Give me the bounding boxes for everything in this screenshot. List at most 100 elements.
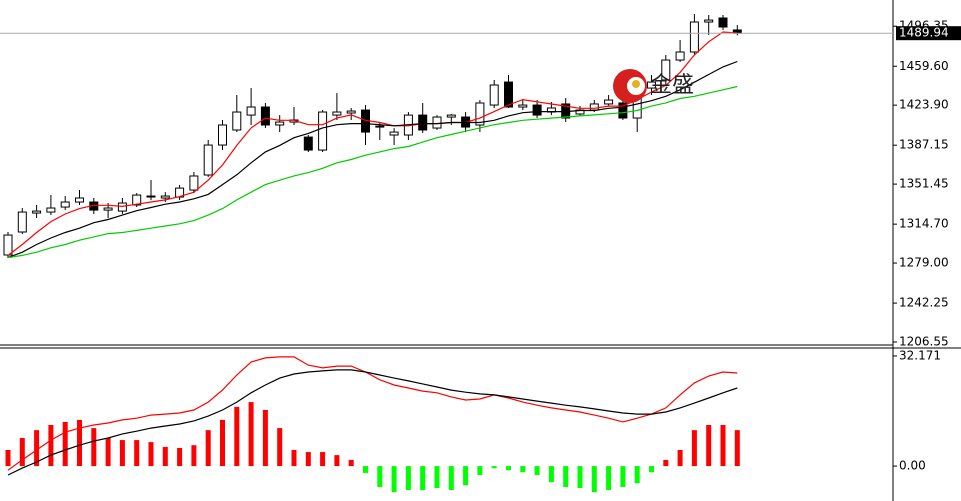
macd-bar xyxy=(548,466,554,483)
macd-bar xyxy=(591,466,597,493)
indicator-line xyxy=(7,369,738,476)
candle-body xyxy=(647,81,656,89)
macd-bar xyxy=(205,430,211,467)
macd-bar xyxy=(105,438,111,467)
candle-body xyxy=(46,207,56,213)
candle-body xyxy=(718,17,728,28)
y-tick-label: 1314.70 xyxy=(899,217,949,231)
candle-body xyxy=(146,195,156,198)
watermark: 金盛 xyxy=(650,73,694,98)
macd-bar xyxy=(463,466,469,486)
candle-body xyxy=(318,111,328,151)
candle-body xyxy=(232,111,242,131)
y-tick-label: 32.171 xyxy=(899,348,941,362)
candle-body xyxy=(160,195,170,199)
y-tick-label: 1387.15 xyxy=(899,138,949,152)
y-tick-label: 1242.25 xyxy=(899,296,949,310)
candle-body xyxy=(203,144,213,176)
macd-bar xyxy=(534,466,540,475)
macd-bar xyxy=(248,402,254,467)
macd-bar xyxy=(649,466,654,473)
macd-bar xyxy=(434,466,440,488)
candle-body xyxy=(661,59,671,81)
macd-bar xyxy=(734,430,740,467)
macd-bar xyxy=(5,450,11,467)
macd-bar xyxy=(48,425,54,467)
candle-body xyxy=(618,102,628,119)
macd-bar xyxy=(720,425,726,467)
macd-bar xyxy=(191,445,197,467)
macd-bar xyxy=(334,455,340,467)
candle-body xyxy=(132,194,142,206)
macd-bar xyxy=(377,466,383,487)
candle-body xyxy=(75,197,84,203)
macd-bar xyxy=(691,430,697,467)
macd-bar xyxy=(420,466,426,491)
macd-bar xyxy=(320,452,326,467)
indicator-line xyxy=(7,85,738,259)
candle-body xyxy=(246,106,256,116)
macd-bar xyxy=(234,406,240,467)
macd-bar xyxy=(291,450,297,467)
macd-bar xyxy=(677,450,683,467)
macd-bar xyxy=(262,409,268,467)
candle-body xyxy=(418,114,428,131)
candle-body xyxy=(189,175,199,191)
y-tick-label: 1423.90 xyxy=(899,98,949,112)
candle-body xyxy=(532,104,542,116)
macd-bar xyxy=(448,466,454,491)
macd-bar xyxy=(134,440,140,467)
candle-body xyxy=(446,114,456,118)
candle-body xyxy=(103,207,113,211)
macd-bar xyxy=(19,438,25,467)
macd-bar xyxy=(634,466,640,484)
candle-body xyxy=(689,21,699,53)
macd-bar xyxy=(506,466,511,471)
macd-bar xyxy=(706,425,712,467)
candle-body xyxy=(589,103,599,111)
macd-bar xyxy=(477,466,483,475)
macd-bar xyxy=(606,466,612,491)
macd-bar xyxy=(348,459,354,467)
macd-bar xyxy=(119,440,125,467)
candle-body xyxy=(332,111,342,116)
macd-bar xyxy=(305,452,311,467)
macd-bar xyxy=(148,442,154,467)
macd-bar xyxy=(663,459,669,467)
candle-body xyxy=(675,51,685,61)
macd-bar xyxy=(520,466,526,473)
macd-bar xyxy=(391,466,397,493)
candle-body xyxy=(218,124,227,146)
last-price-label: 1489.94 xyxy=(899,26,949,40)
macd-bar xyxy=(177,447,183,467)
macd-bar xyxy=(277,428,283,467)
macd-bar xyxy=(405,466,411,491)
watermark-logo-dot xyxy=(632,80,640,88)
candle-body xyxy=(17,211,27,233)
macd-bar xyxy=(563,466,569,487)
macd-bar xyxy=(91,428,97,467)
y-tick-label: 1206.55 xyxy=(899,335,949,349)
indicator-line xyxy=(7,60,738,259)
candle-body xyxy=(375,125,385,128)
candle-body xyxy=(60,201,70,208)
macd-bar xyxy=(220,419,225,467)
y-tick-label: 0.00 xyxy=(899,459,926,473)
candle-body xyxy=(475,102,485,126)
macd-bar xyxy=(363,466,368,473)
candle-body xyxy=(117,202,127,212)
y-tick-label: 1279.00 xyxy=(899,256,949,270)
macd-bar xyxy=(77,419,82,467)
candle-body xyxy=(489,84,499,106)
candle-body xyxy=(704,19,714,23)
candle-body xyxy=(604,99,614,105)
candle-body xyxy=(504,81,513,108)
macd-bar xyxy=(491,466,497,469)
candle-body xyxy=(389,131,399,136)
macd-bar xyxy=(34,430,40,467)
y-tick-label: 1459.60 xyxy=(899,59,949,73)
indicator-line xyxy=(7,31,738,256)
last-price-box xyxy=(896,26,961,41)
